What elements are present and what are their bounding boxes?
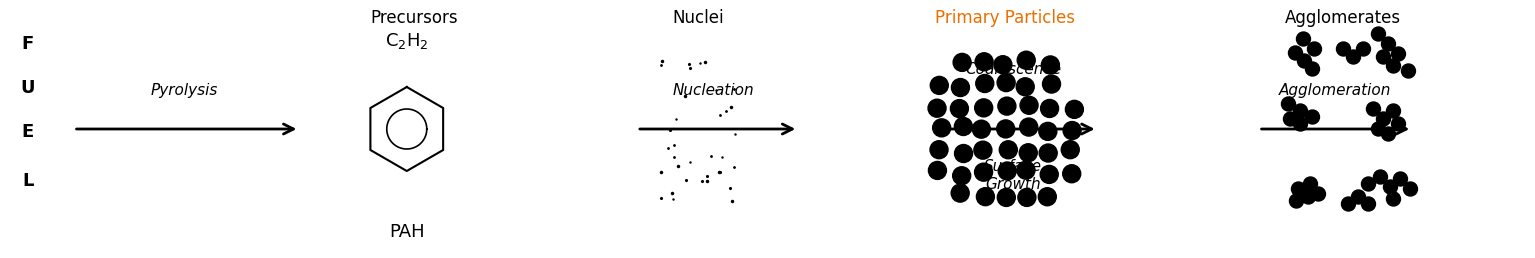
- Circle shape: [1374, 170, 1388, 184]
- Circle shape: [1391, 47, 1406, 61]
- Circle shape: [1282, 97, 1296, 111]
- Circle shape: [1362, 197, 1375, 211]
- Circle shape: [975, 99, 993, 117]
- Circle shape: [1311, 187, 1326, 201]
- Circle shape: [950, 100, 969, 118]
- Text: Pyrolysis: Pyrolysis: [150, 83, 218, 98]
- Circle shape: [930, 76, 949, 94]
- Circle shape: [1382, 37, 1395, 51]
- Circle shape: [1018, 161, 1035, 179]
- Circle shape: [1041, 165, 1058, 183]
- Circle shape: [973, 141, 992, 159]
- Circle shape: [1016, 78, 1035, 96]
- Circle shape: [1371, 27, 1386, 41]
- Circle shape: [1018, 51, 1035, 69]
- Circle shape: [1061, 141, 1079, 159]
- Circle shape: [1064, 122, 1081, 140]
- Circle shape: [1303, 177, 1317, 191]
- Circle shape: [1386, 192, 1400, 206]
- Circle shape: [1062, 165, 1081, 183]
- Circle shape: [1383, 180, 1397, 194]
- Circle shape: [1289, 194, 1303, 208]
- Text: Agglomerates: Agglomerates: [1285, 9, 1401, 27]
- Circle shape: [955, 144, 973, 163]
- Circle shape: [1401, 64, 1415, 78]
- Circle shape: [1302, 190, 1315, 204]
- Text: Primary Particles: Primary Particles: [935, 9, 1076, 27]
- Text: U: U: [20, 79, 35, 97]
- Text: PAH: PAH: [388, 223, 425, 241]
- Circle shape: [1038, 188, 1056, 206]
- Circle shape: [1386, 104, 1400, 118]
- Circle shape: [1403, 182, 1417, 196]
- Circle shape: [1297, 54, 1311, 68]
- Circle shape: [1357, 42, 1371, 56]
- Text: F: F: [21, 35, 34, 53]
- Text: E: E: [21, 123, 34, 141]
- Circle shape: [998, 97, 1016, 115]
- Circle shape: [1394, 172, 1408, 186]
- Circle shape: [1294, 104, 1308, 118]
- Circle shape: [1019, 118, 1038, 136]
- Circle shape: [975, 163, 993, 181]
- Circle shape: [1391, 117, 1406, 131]
- Circle shape: [1294, 117, 1308, 131]
- Text: Nucleation: Nucleation: [672, 83, 755, 98]
- Circle shape: [1377, 50, 1391, 64]
- Circle shape: [1041, 100, 1059, 117]
- Circle shape: [929, 99, 946, 117]
- Circle shape: [1291, 182, 1305, 196]
- Circle shape: [993, 56, 1012, 74]
- Circle shape: [929, 162, 947, 179]
- Circle shape: [976, 188, 995, 206]
- Circle shape: [999, 141, 1018, 159]
- Text: Precursors: Precursors: [370, 9, 459, 27]
- Circle shape: [998, 74, 1015, 92]
- Circle shape: [1366, 102, 1380, 116]
- Circle shape: [955, 117, 972, 135]
- Circle shape: [952, 184, 969, 202]
- Circle shape: [998, 162, 1016, 180]
- Text: Coalescence: Coalescence: [966, 62, 1061, 77]
- Text: Nuclei: Nuclei: [672, 9, 725, 27]
- Circle shape: [1305, 110, 1320, 124]
- Circle shape: [1362, 177, 1375, 191]
- Circle shape: [952, 78, 970, 96]
- Circle shape: [933, 119, 950, 137]
- Text: $\mathregular{C_2H_2}$: $\mathregular{C_2H_2}$: [385, 31, 428, 51]
- Circle shape: [1041, 56, 1059, 74]
- Circle shape: [1305, 62, 1320, 76]
- Circle shape: [1018, 188, 1036, 206]
- Circle shape: [1019, 144, 1038, 162]
- Circle shape: [1351, 190, 1366, 204]
- Text: Agglomeration: Agglomeration: [1279, 83, 1392, 98]
- Circle shape: [1021, 96, 1038, 114]
- Circle shape: [1382, 127, 1395, 141]
- Circle shape: [1377, 112, 1391, 126]
- Circle shape: [1342, 197, 1355, 211]
- Circle shape: [1039, 122, 1056, 140]
- Text: Surface
Growth: Surface Growth: [984, 159, 1042, 192]
- Circle shape: [1346, 50, 1360, 64]
- Circle shape: [1283, 112, 1297, 126]
- Circle shape: [1297, 32, 1311, 46]
- Circle shape: [1386, 59, 1400, 73]
- Circle shape: [976, 75, 993, 92]
- Circle shape: [1371, 122, 1386, 136]
- Circle shape: [1065, 100, 1084, 118]
- Circle shape: [996, 120, 1015, 138]
- Circle shape: [1288, 46, 1303, 60]
- Circle shape: [975, 53, 993, 71]
- Circle shape: [998, 188, 1015, 206]
- Text: L: L: [21, 172, 34, 190]
- Circle shape: [930, 141, 949, 159]
- Circle shape: [1308, 42, 1322, 56]
- Circle shape: [972, 120, 990, 138]
- Circle shape: [1039, 144, 1058, 162]
- Circle shape: [953, 167, 970, 185]
- Circle shape: [1337, 42, 1351, 56]
- Circle shape: [1042, 75, 1061, 93]
- Circle shape: [953, 53, 972, 71]
